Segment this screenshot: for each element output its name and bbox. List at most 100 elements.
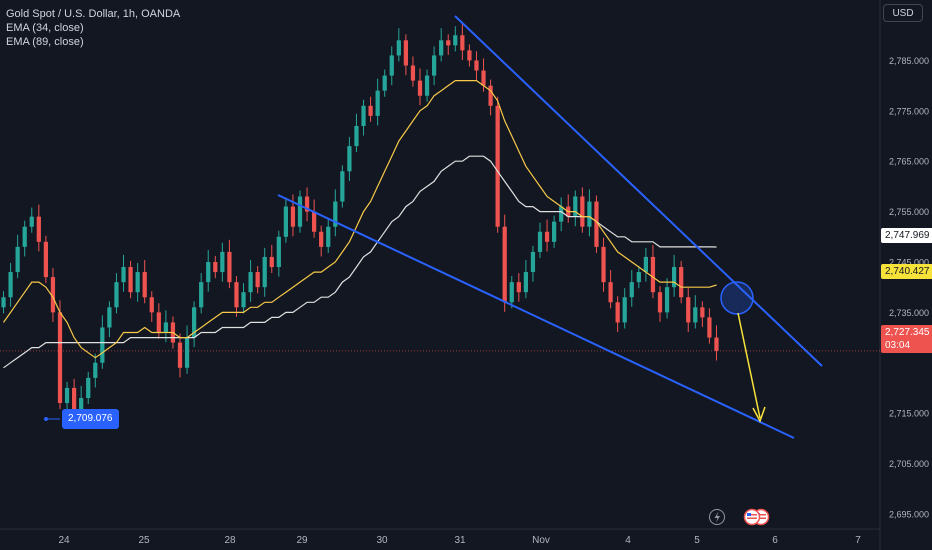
candle-body bbox=[488, 85, 493, 106]
candle-body bbox=[537, 231, 543, 252]
candle bbox=[22, 220, 27, 257]
candle bbox=[495, 96, 500, 233]
candle-body bbox=[128, 267, 133, 293]
time-tick-label: 25 bbox=[138, 535, 150, 546]
candle-body bbox=[700, 307, 705, 318]
candle bbox=[29, 207, 34, 233]
candle-body bbox=[453, 35, 458, 46]
candle-body bbox=[220, 251, 225, 273]
candle-body bbox=[22, 226, 27, 247]
candle bbox=[530, 245, 536, 282]
candle bbox=[474, 51, 479, 81]
candle bbox=[580, 187, 585, 233]
price-tick-label: 2,705.000 bbox=[889, 459, 929, 469]
candle bbox=[601, 237, 606, 292]
candle-body bbox=[664, 287, 670, 313]
candle bbox=[192, 301, 197, 348]
time-tick-label: 30 bbox=[376, 535, 388, 546]
ema89-legend[interactable]: EMA (89, close) bbox=[6, 36, 84, 48]
candle-body bbox=[1, 297, 6, 308]
breakout-circle[interactable] bbox=[720, 281, 754, 315]
candle bbox=[199, 273, 204, 314]
low-marker-dot bbox=[44, 417, 48, 421]
candle bbox=[629, 270, 634, 307]
candle-body bbox=[333, 201, 338, 227]
time-tick-label: Nov bbox=[532, 535, 550, 546]
candle bbox=[446, 34, 451, 55]
time-tick-label: 31 bbox=[454, 535, 466, 546]
candle bbox=[276, 230, 281, 277]
currency-button[interactable]: USD bbox=[883, 4, 923, 22]
candle-body bbox=[241, 292, 246, 308]
candle bbox=[340, 165, 345, 208]
candle bbox=[672, 254, 677, 297]
candle bbox=[177, 333, 183, 378]
candle bbox=[86, 371, 91, 405]
symbol-title[interactable]: Gold Spot / U.S. Dollar, 1h, OANDA bbox=[6, 8, 181, 20]
candle-body bbox=[234, 282, 239, 308]
candle-body bbox=[206, 261, 211, 283]
upper-trendline[interactable] bbox=[454, 15, 823, 367]
candle-body bbox=[672, 267, 677, 288]
candle bbox=[262, 247, 267, 297]
candle bbox=[502, 214, 507, 312]
candle-body bbox=[432, 55, 437, 76]
candle bbox=[57, 300, 63, 410]
lightning-icon[interactable] bbox=[709, 509, 725, 525]
candle-body bbox=[347, 146, 352, 172]
price-tick-label: 2,765.000 bbox=[889, 157, 929, 167]
candle-body bbox=[354, 125, 359, 147]
candle-body bbox=[587, 201, 592, 227]
candle bbox=[43, 235, 48, 284]
candle-body bbox=[213, 261, 218, 273]
candle bbox=[686, 288, 691, 333]
projection-arrow[interactable] bbox=[737, 312, 761, 419]
candle-body bbox=[361, 105, 366, 126]
candle-body bbox=[149, 297, 154, 313]
candle-body bbox=[79, 398, 84, 419]
candle bbox=[234, 276, 239, 317]
candle bbox=[361, 99, 366, 136]
candle bbox=[417, 68, 423, 106]
time-tick-label: 4 bbox=[625, 535, 631, 546]
candle bbox=[523, 259, 528, 299]
candle bbox=[149, 291, 154, 322]
candle bbox=[537, 222, 543, 258]
candle bbox=[615, 296, 620, 333]
candle-body bbox=[481, 70, 486, 86]
price-tick-label: 2,745.000 bbox=[889, 257, 929, 267]
candle-body bbox=[382, 75, 387, 91]
candle bbox=[509, 276, 514, 309]
candle bbox=[636, 266, 641, 289]
ema89-price-tag: 2,747.969 bbox=[881, 228, 932, 243]
candle-body bbox=[135, 272, 140, 293]
candle bbox=[679, 260, 684, 304]
time-tick-label: 5 bbox=[694, 535, 700, 546]
candle-body bbox=[326, 226, 331, 247]
candle-body bbox=[559, 206, 564, 222]
candle-body bbox=[495, 105, 500, 227]
time-tick-label: 6 bbox=[772, 535, 778, 546]
ema34-legend[interactable]: EMA (34, close) bbox=[6, 22, 84, 34]
candle bbox=[643, 247, 648, 282]
candle bbox=[50, 268, 56, 322]
candle-body bbox=[622, 297, 627, 323]
lower-trendline[interactable] bbox=[277, 194, 795, 439]
candle bbox=[354, 113, 359, 153]
last-price-tag: 2,727.345 03:04 bbox=[881, 325, 932, 353]
price-tick-label: 2,715.000 bbox=[889, 409, 929, 419]
candle bbox=[227, 239, 232, 289]
candle-body bbox=[107, 307, 112, 328]
candle-body bbox=[72, 387, 77, 419]
candle bbox=[559, 197, 564, 232]
us-flag-event-icon[interactable] bbox=[743, 508, 770, 526]
candle bbox=[664, 278, 670, 319]
candle-body bbox=[64, 387, 70, 404]
candle bbox=[439, 28, 444, 62]
candle-body bbox=[227, 251, 232, 283]
candle-body bbox=[460, 35, 465, 51]
candle-body bbox=[439, 40, 444, 56]
candle-body bbox=[594, 201, 599, 247]
candle-body bbox=[319, 231, 324, 247]
